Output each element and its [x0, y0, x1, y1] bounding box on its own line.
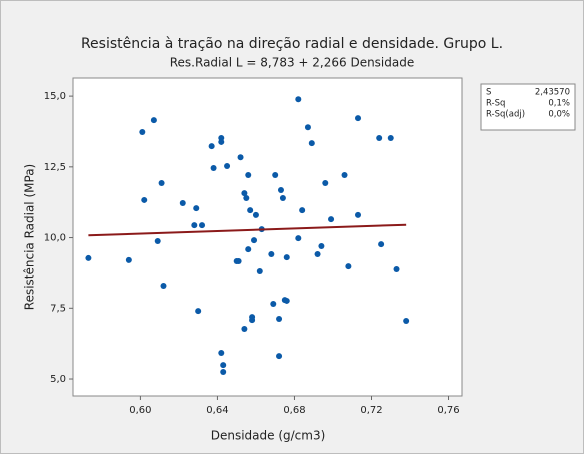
point: [322, 179, 329, 186]
point: [249, 314, 256, 321]
point: [279, 194, 286, 201]
point: [85, 254, 92, 261]
point: [220, 368, 227, 375]
point: [220, 362, 227, 369]
chart-title: Resistência à tração na direção radial e…: [81, 36, 503, 52]
point: [341, 172, 348, 179]
x-axis-label: Densidade (g/cm3): [211, 429, 326, 443]
point: [141, 196, 148, 203]
point: [208, 143, 215, 150]
point: [150, 117, 157, 124]
point: [376, 134, 383, 141]
point: [387, 134, 394, 141]
point: [355, 211, 362, 218]
point: [160, 282, 167, 289]
point: [179, 200, 186, 207]
point: [252, 211, 259, 218]
point: [283, 254, 290, 261]
y-tick-label: 7,5: [50, 303, 66, 314]
point: [277, 187, 284, 194]
point: [125, 256, 132, 263]
stat-name: R-Sq: [486, 99, 505, 109]
point: [355, 115, 362, 122]
point: [210, 164, 217, 171]
point: [276, 316, 283, 323]
point: [241, 325, 248, 332]
stat-value: 0,1%: [548, 99, 570, 109]
stat-name: R-Sq(adj): [486, 110, 525, 120]
point: [328, 216, 335, 223]
point: [268, 250, 275, 257]
point: [308, 140, 315, 147]
chart-subtitle: Res.Radial L = 8,783 + 2,266 Densidade: [170, 56, 415, 70]
x-tick-label: 0,72: [360, 405, 382, 416]
y-tick-label: 15,0: [44, 91, 66, 102]
point: [224, 162, 231, 169]
point: [245, 246, 252, 253]
point: [283, 297, 290, 304]
point: [199, 222, 206, 229]
stat-value: 2,43570: [535, 88, 570, 98]
point: [345, 263, 352, 270]
point: [393, 265, 400, 272]
point: [218, 349, 225, 356]
x-tick-label: 0,68: [283, 405, 305, 416]
fit-line: [88, 223, 407, 237]
stats-box: [480, 83, 576, 131]
point: [403, 318, 410, 325]
point: [270, 301, 277, 308]
y-tick-label: 5,0: [50, 374, 66, 385]
point: [295, 96, 302, 103]
x-tick-label: 0,76: [437, 405, 459, 416]
y-axis-label: Resistência Radial (MPa): [23, 164, 37, 310]
stat-value: 0,0%: [548, 110, 570, 120]
point: [295, 235, 302, 242]
point: [154, 237, 161, 244]
point: [139, 129, 146, 136]
y-tick-label: 12,5: [44, 162, 66, 173]
point: [193, 205, 200, 212]
point: [378, 241, 385, 248]
stat-name: S: [486, 88, 491, 98]
plot-area: [72, 77, 463, 397]
point: [195, 308, 202, 315]
point: [314, 250, 321, 257]
point: [276, 353, 283, 360]
point: [243, 194, 250, 201]
point: [247, 207, 254, 214]
point: [251, 237, 258, 244]
point: [272, 172, 279, 179]
x-tick-label: 0,64: [206, 405, 228, 416]
point: [256, 267, 263, 274]
point: [241, 190, 248, 197]
point: [299, 207, 306, 214]
point: [245, 172, 252, 179]
point: [318, 243, 325, 250]
y-tick-label: 10,0: [44, 233, 66, 244]
point: [218, 138, 225, 145]
x-tick-label: 0,60: [129, 405, 151, 416]
point: [237, 154, 244, 161]
point: [191, 222, 198, 229]
point: [304, 124, 311, 131]
point: [158, 179, 165, 186]
point: [235, 258, 242, 265]
